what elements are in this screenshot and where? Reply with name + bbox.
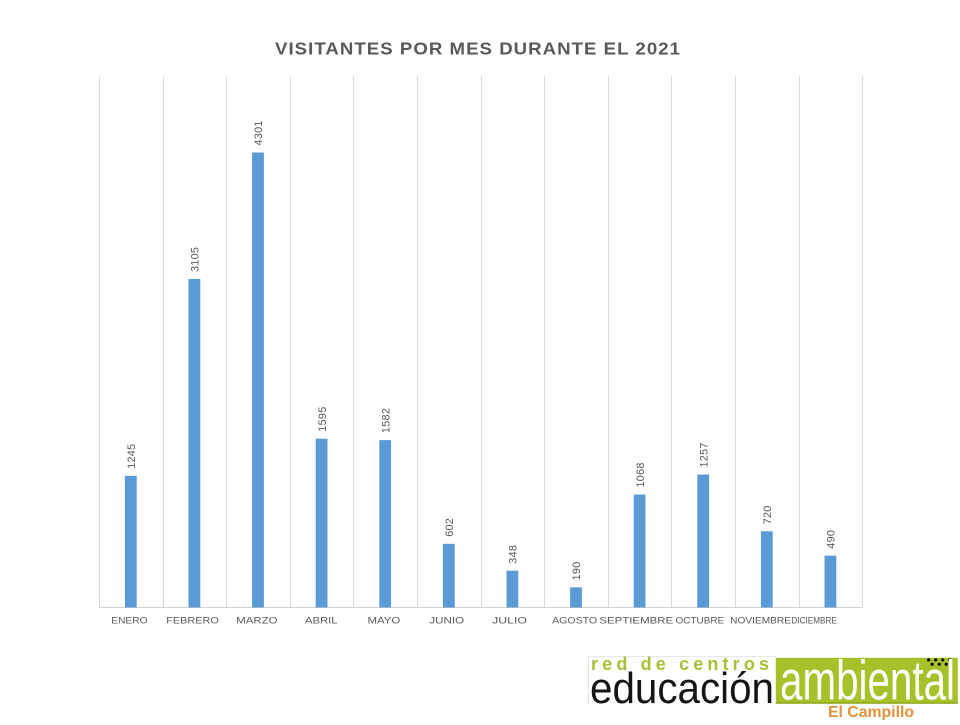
svg-text:490: 490: [826, 530, 838, 549]
svg-text:NOVIEMBRE: NOVIEMBRE: [730, 616, 791, 627]
svg-text:FEBRERO: FEBRERO: [166, 616, 219, 627]
svg-text:1245: 1245: [126, 444, 138, 469]
svg-text:1595: 1595: [317, 406, 329, 431]
svg-text:1068: 1068: [635, 462, 647, 487]
svg-text:720: 720: [762, 505, 774, 524]
svg-text:1257: 1257: [698, 442, 710, 467]
svg-text:ABRIL: ABRIL: [305, 616, 338, 627]
svg-text:AGOSTO: AGOSTO: [552, 616, 597, 627]
svg-text:3105: 3105: [190, 247, 202, 272]
svg-text:ENERO: ENERO: [111, 616, 147, 627]
svg-text:4301: 4301: [253, 120, 265, 145]
svg-text:DICIEMBRE: DICIEMBRE: [792, 616, 837, 627]
svg-text:190: 190: [571, 561, 583, 580]
svg-text:JULIO: JULIO: [492, 616, 527, 627]
svg-text:ambiental: ambiental: [780, 649, 955, 712]
svg-text:MARZO: MARZO: [236, 616, 277, 627]
svg-text:OCTUBRE: OCTUBRE: [676, 616, 725, 627]
svg-text:SEPTIEMBRE: SEPTIEMBRE: [599, 616, 673, 627]
svg-text:VISITANTES POR MES DURANTE EL: VISITANTES POR MES DURANTE EL 2021: [275, 39, 681, 59]
svg-text:El Campillo: El Campillo: [828, 704, 914, 720]
svg-text:602: 602: [444, 518, 456, 537]
svg-text:1582: 1582: [380, 408, 392, 433]
svg-text:red de centros: red de centros: [591, 654, 769, 674]
svg-text:MAYO: MAYO: [368, 616, 401, 627]
svg-text:348: 348: [508, 545, 520, 564]
svg-text:educación: educación: [590, 664, 774, 713]
svg-text:JUNIO: JUNIO: [429, 616, 464, 627]
